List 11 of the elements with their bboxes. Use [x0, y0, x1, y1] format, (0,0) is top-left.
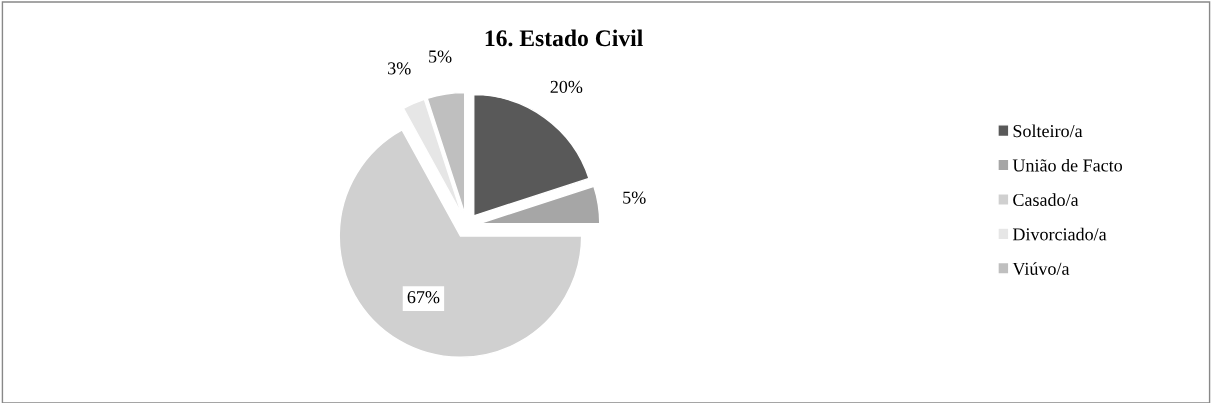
- legend-label: Divorciado/a: [1012, 227, 1107, 241]
- legend-label: Solteiro/a: [1013, 124, 1083, 138]
- data-label: 5%: [623, 191, 646, 204]
- chart-title: 16. Estado Civil: [485, 29, 643, 47]
- legend-label: União de Facto: [1012, 158, 1123, 172]
- data-label: 5%: [429, 50, 452, 63]
- data-label: 20%: [550, 80, 583, 93]
- legend-label: Viúvo/a: [1012, 262, 1070, 275]
- legend-label: Casado/a: [1013, 193, 1079, 207]
- data-label: 3%: [388, 62, 411, 75]
- data-label: 67%: [407, 291, 440, 304]
